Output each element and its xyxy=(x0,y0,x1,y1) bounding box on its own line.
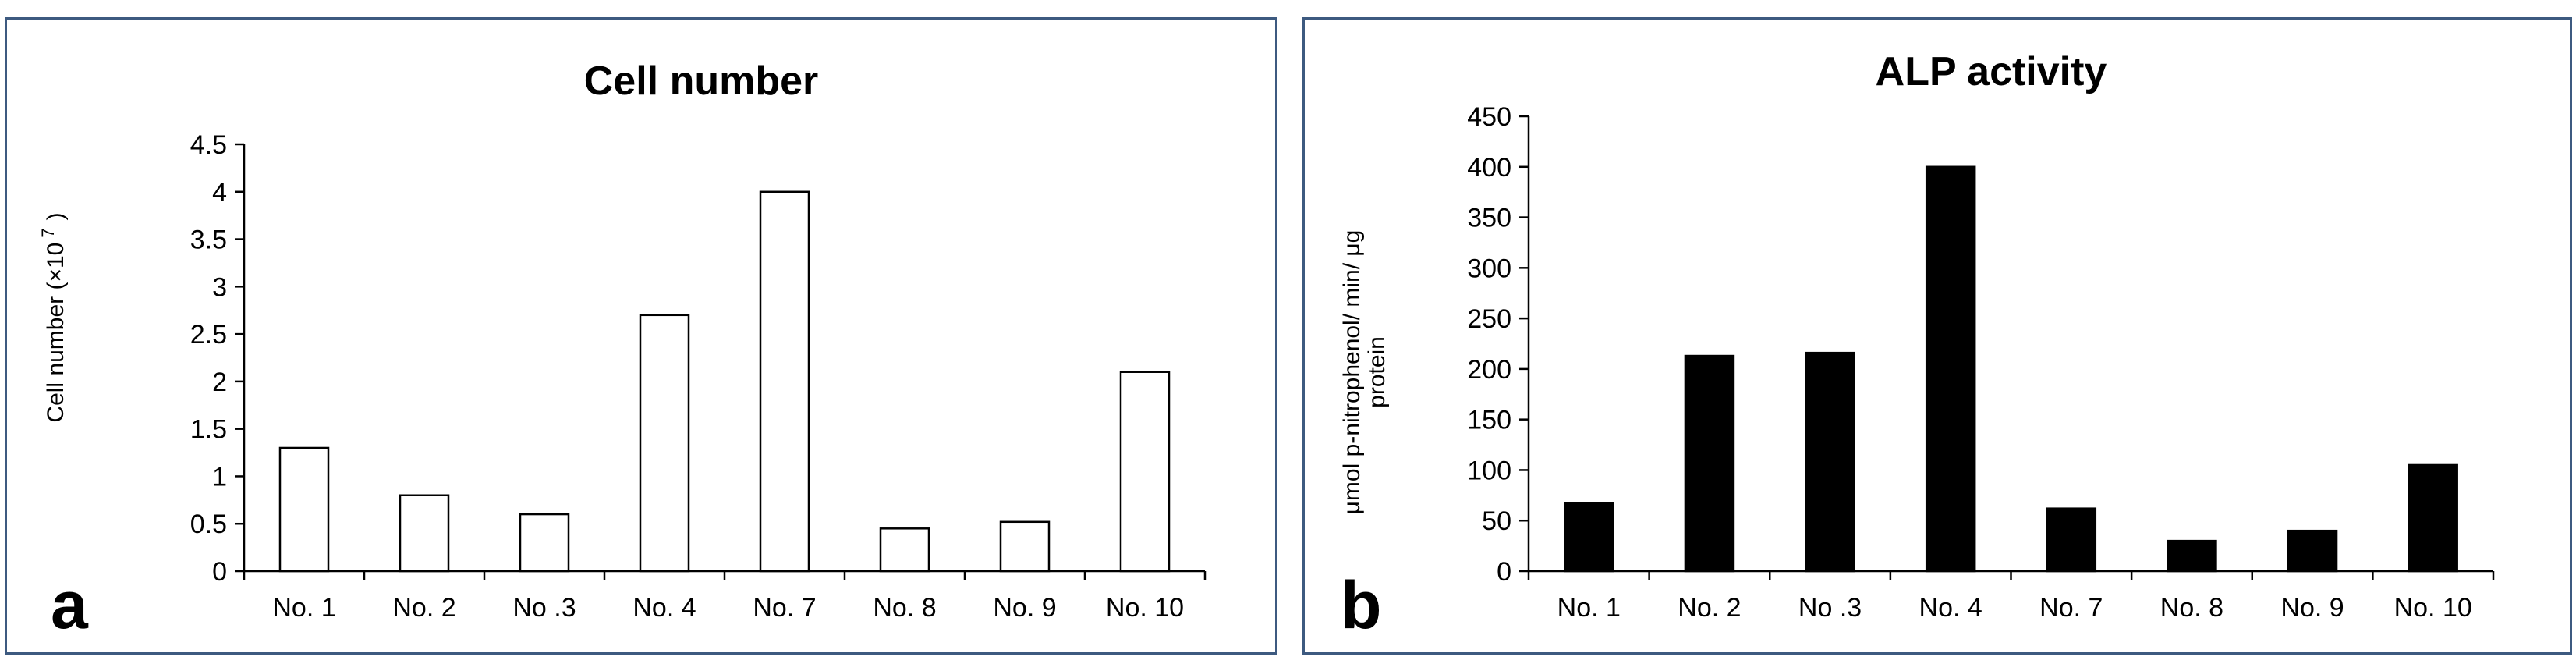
y-tick-label: 250 xyxy=(1467,304,1511,334)
bar-no-8 xyxy=(879,527,930,573)
y-axis-label-line-1: μmol p-nitrophenol/ min/ μg xyxy=(1339,230,1365,515)
bar-no-2 xyxy=(1684,354,1735,573)
y-axis-label-close: ) xyxy=(43,212,69,220)
axes xyxy=(235,143,1207,580)
bar-no-8 xyxy=(2167,539,2217,573)
x-tick-label: No. 8 xyxy=(2160,593,2223,623)
y-tick-label: 3 xyxy=(212,272,227,302)
bar-no-1 xyxy=(278,446,330,573)
y-tick-label: 0 xyxy=(212,557,227,587)
x-tick-label: No. 7 xyxy=(2039,593,2103,623)
y-tick-label: 400 xyxy=(1467,153,1511,183)
x-tick-label: No. 10 xyxy=(1106,593,1184,623)
x-tick-label: No. 7 xyxy=(753,593,816,623)
y-tick-labels: 0 0.5 1 1.5 2 2.5 3 3.5 4 4.5 xyxy=(190,130,227,587)
y-axis-label-line-2: protein xyxy=(1364,336,1390,408)
x-tick-label: No .3 xyxy=(512,593,576,623)
y-tick-label: 4 xyxy=(212,178,227,208)
x-tick-label: No. 9 xyxy=(2280,593,2344,623)
bar-no-3 xyxy=(1805,351,1855,573)
x-tick-label: No .3 xyxy=(1798,593,1862,623)
bar-no-10 xyxy=(2408,463,2458,573)
x-tick-label: No. 2 xyxy=(392,593,455,623)
x-tick-label: No. 9 xyxy=(993,593,1056,623)
x-tick-label: No. 2 xyxy=(1678,593,1741,623)
y-tick-label: 2 xyxy=(212,367,227,397)
y-axis-label: Cell number (×10 7) xyxy=(38,212,69,422)
x-tick-label: No. 8 xyxy=(873,593,936,623)
bar-no-7 xyxy=(2046,507,2097,573)
bar-no-10 xyxy=(1119,371,1171,573)
y-tick-labels: 0 50 100 150 200 250 300 350 400 450 xyxy=(1467,102,1511,587)
y-tick-label: 200 xyxy=(1467,355,1511,385)
chart-panel-cell-number: Cell number Cell number (×10 7) 0 0.5 1 1.5 2… xyxy=(5,17,1277,655)
cell-number-chart: Cell number Cell number (×10 7) 0 0.5 1 1.5 2… xyxy=(38,59,1207,643)
y-tick-label: 3.5 xyxy=(190,225,227,255)
bar-no-9 xyxy=(999,520,1051,573)
y-axis-label-main: Cell number (×10 xyxy=(43,243,69,423)
y-tick-label: 150 xyxy=(1467,406,1511,435)
y-tick-label: 100 xyxy=(1467,456,1511,485)
bars xyxy=(1564,165,2458,573)
y-tick-label: 300 xyxy=(1467,254,1511,283)
axes xyxy=(1519,115,2495,580)
y-axis-label-sup: 7 xyxy=(38,228,58,237)
x-tick-label: No. 4 xyxy=(632,593,696,623)
bar-no-3 xyxy=(519,513,570,573)
x-tick-labels: No. 1 No. 2 No .3 No. 4 No. 7 No. 8 No. 9 No. 1… xyxy=(1557,593,2472,623)
bar-no-4 xyxy=(1925,165,1976,573)
x-tick-label: No. 10 xyxy=(2394,593,2472,623)
y-tick-label: 350 xyxy=(1467,204,1511,233)
panel-letter: a xyxy=(51,568,89,643)
chart-panel-alp-activity: ALP activity μmol p-nitrophenol/ min/ μg… xyxy=(1302,17,2572,655)
x-tick-label: No. 1 xyxy=(272,593,335,623)
x-tick-label: No. 4 xyxy=(1919,593,1982,623)
bars xyxy=(278,190,1171,573)
chart-title: Cell number xyxy=(584,59,819,104)
bar-no-1 xyxy=(1564,502,1614,573)
bar-no-4 xyxy=(639,314,690,573)
y-tick-label: 0 xyxy=(1497,557,1511,587)
y-tick-label: 1.5 xyxy=(190,415,227,445)
chart-title: ALP activity xyxy=(1876,49,2107,94)
y-tick-label: 50 xyxy=(1482,506,1511,536)
bar-no-9 xyxy=(2287,529,2338,573)
alp-activity-chart: ALP activity μmol p-nitrophenol/ min/ μg… xyxy=(1339,49,2495,643)
panel-letter: b xyxy=(1341,568,1382,643)
y-tick-label: 4.5 xyxy=(190,130,227,160)
x-tick-label: No. 1 xyxy=(1557,593,1621,623)
x-tick-labels: No. 1 No. 2 No .3 No. 4 No. 7 No. 8 No. 9 No. 1… xyxy=(272,593,1184,623)
y-tick-label: 2.5 xyxy=(190,320,227,350)
bar-no-2 xyxy=(399,494,450,573)
y-tick-label: 0.5 xyxy=(190,509,227,539)
y-tick-label: 1 xyxy=(212,462,227,492)
y-tick-label: 450 xyxy=(1467,102,1511,132)
bar-no-7 xyxy=(759,190,810,573)
